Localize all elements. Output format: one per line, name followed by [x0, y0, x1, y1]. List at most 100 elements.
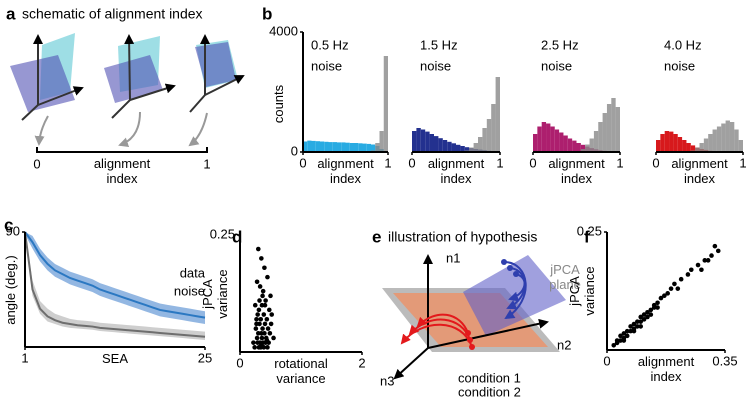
histogram-bar	[303, 141, 308, 152]
histogram-bar	[656, 140, 661, 152]
histogram-bar	[686, 143, 691, 152]
x-tick-label: 0	[408, 155, 415, 170]
scatter-point	[638, 314, 644, 320]
x-tick-label: 1	[739, 155, 746, 170]
scatter-point	[254, 279, 260, 285]
scatter-point	[645, 314, 650, 320]
scatter-point	[712, 243, 718, 249]
scatter-point	[631, 321, 637, 327]
histogram-bar	[703, 138, 709, 152]
histogram-bar	[491, 104, 496, 152]
scatter-point	[264, 316, 270, 322]
y-tick-label: 0.25	[210, 226, 235, 241]
scatter-point	[672, 281, 677, 287]
axis-label: alignment index	[93, 156, 151, 186]
x-tick-label: 1	[384, 155, 391, 170]
scatter-point	[268, 293, 273, 299]
scatter-point	[655, 300, 660, 306]
histogram-bar	[716, 126, 722, 152]
scatter-point	[678, 276, 684, 282]
histogram-bar	[349, 143, 354, 152]
histogram-bar	[598, 122, 603, 152]
panel-letter: a	[6, 4, 16, 23]
axis-name: n3	[380, 373, 394, 388]
scatter-point	[614, 338, 620, 343]
scatter-point	[266, 307, 272, 313]
histogram-bar	[738, 140, 743, 152]
scatter-point	[648, 307, 654, 313]
schematic-e	[382, 254, 566, 380]
panel-title: schematic of alignment index	[22, 6, 203, 22]
legend-label: noise	[420, 58, 451, 73]
histogram-bar	[729, 122, 735, 152]
scatter-point	[257, 284, 263, 289]
x-tick-label: 0.35	[712, 353, 737, 368]
scatter-point	[257, 298, 262, 303]
legend-label: noise	[174, 283, 205, 298]
y-tick-label: 0	[291, 143, 298, 158]
histogram-bar	[550, 126, 555, 152]
legend-label: noise	[664, 58, 695, 73]
scatter-point	[260, 288, 266, 294]
scatter-point	[641, 312, 647, 317]
histogram-bar	[473, 143, 478, 152]
scatter-point	[638, 319, 644, 324]
scatter-point	[715, 248, 721, 254]
histogram-bar	[307, 140, 312, 152]
panel-letter: b	[262, 4, 272, 23]
axis-start-label: 0	[33, 156, 40, 171]
axis-name: n1	[446, 250, 460, 265]
scatter-point	[635, 324, 640, 329]
histogram-bar	[563, 135, 568, 152]
scatter-point	[255, 246, 261, 252]
scatter-point	[253, 326, 259, 331]
histogram-bar	[315, 141, 320, 152]
scatter-point	[624, 328, 630, 334]
scatter-point	[709, 253, 714, 258]
line	[24, 231, 206, 338]
histogram-bar	[708, 134, 713, 152]
histogram-bar	[456, 144, 461, 152]
histogram-bar	[375, 143, 380, 152]
scatter-point	[628, 324, 633, 329]
condition-label: condition 2	[458, 384, 521, 399]
scatter-point	[268, 321, 274, 327]
x-axis-label: alignment index	[317, 156, 374, 186]
histogram-bar	[478, 137, 483, 152]
x-tick-label: 0	[603, 353, 610, 368]
scatter-point	[699, 267, 704, 273]
histogram-bar	[429, 134, 434, 152]
histogram-bar	[438, 138, 443, 152]
error-band	[25, 232, 205, 324]
x-tick-label: 0	[299, 155, 306, 170]
histogram-bar	[337, 142, 342, 152]
legend-label: data	[180, 265, 206, 280]
legend-label: noise	[311, 58, 342, 73]
histogram-bar	[567, 138, 573, 152]
scatter-point	[638, 324, 644, 329]
x-tick-label: 1	[496, 155, 503, 170]
histogram-bar	[682, 140, 687, 152]
scatter-point	[267, 330, 273, 336]
y-tick-label: 0.25	[577, 223, 602, 238]
x-axis-label: alignment index	[427, 156, 485, 186]
scatter-point	[254, 335, 260, 341]
histogram-bar	[580, 144, 586, 152]
histogram-bar	[425, 131, 430, 152]
x-tick-label: 25	[198, 350, 212, 365]
scatter-point	[252, 345, 257, 350]
panel-letter: c	[4, 215, 13, 234]
scatter-point	[260, 293, 265, 299]
legend-label: noise	[541, 58, 572, 73]
histogram-bar	[611, 98, 616, 152]
histogram-bar	[420, 129, 426, 152]
x-tick-label: 2	[358, 355, 365, 370]
histogram-bar	[699, 143, 704, 152]
histogram-bar	[606, 104, 612, 152]
histogram-bar	[554, 129, 560, 152]
y-axis-label: counts	[270, 84, 286, 124]
scatter-point	[257, 321, 262, 327]
scatter-point	[259, 256, 264, 261]
x-tick-label: 0	[236, 355, 243, 370]
